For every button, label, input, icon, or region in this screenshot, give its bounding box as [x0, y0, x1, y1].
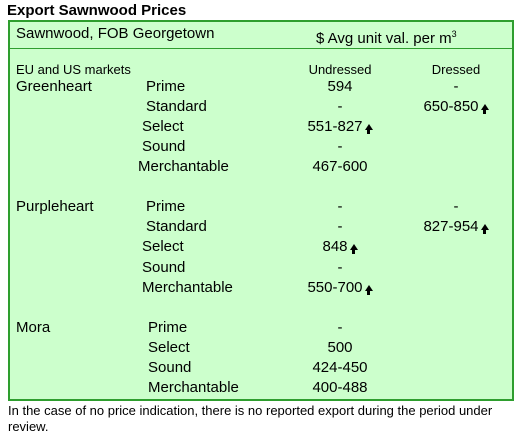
grade-label-text: Select	[142, 118, 184, 135]
undressed-value: 424-450	[290, 358, 390, 378]
undressed-value: 551-827	[290, 117, 390, 137]
undressed-value: -	[290, 258, 390, 278]
undressed-value: -	[290, 318, 390, 338]
grade-label-text: Sound	[148, 359, 192, 376]
grade-label: Select	[142, 117, 184, 137]
dressed-value: -	[406, 77, 506, 97]
undressed-value: -	[290, 197, 390, 217]
undressed-value: 848	[290, 237, 390, 257]
grade-label: Merchantable	[148, 378, 239, 398]
column-header-undressed: Undressed	[308, 62, 372, 77]
undressed-value-text: 594	[327, 78, 353, 95]
undressed-value-text: 848	[322, 238, 348, 255]
grade-label: Merchantable	[138, 157, 229, 177]
grade-label-text: Merchantable	[138, 158, 229, 175]
grade-label-text: Prime	[146, 198, 186, 215]
price-table: Sawnwood, FOB Georgetown $ Avg unit val.…	[8, 20, 514, 401]
undressed-value-text: -	[337, 98, 343, 115]
header-superscript: 3	[451, 29, 457, 39]
undressed-value: 550-700	[290, 278, 390, 298]
species-label-text: Mora	[16, 319, 51, 336]
undressed-value-text: 550-700	[307, 279, 363, 296]
species-label-text: Purpleheart	[16, 198, 94, 215]
undressed-value: 594	[290, 77, 390, 97]
grade-label: Prime	[148, 318, 187, 338]
species-label: Greenheart	[16, 77, 92, 97]
footnote: In the case of no price indication, ther…	[8, 403, 493, 434]
up-arrow-icon	[349, 244, 358, 254]
undressed-value: 467-600	[290, 157, 390, 177]
grade-label: Select	[148, 338, 190, 358]
grade-label-text: Prime	[146, 78, 186, 95]
dressed-value-text: 827-954	[423, 218, 479, 235]
grade-label: Prime	[146, 77, 185, 97]
undressed-value-text: -	[337, 198, 343, 215]
undressed-value: 400-488	[290, 378, 390, 398]
grade-label-text: Merchantable	[142, 279, 233, 296]
dressed-value-text: 650-850	[423, 98, 479, 115]
grade-label: Standard	[146, 97, 207, 117]
grade-label: Sound	[142, 137, 185, 157]
market-label: EU and US markets	[16, 62, 131, 77]
undressed-value-text: 500	[327, 339, 353, 356]
header-right: $ Avg unit val. per m3	[316, 25, 457, 48]
header-divider	[10, 48, 512, 49]
up-arrow-icon	[364, 124, 373, 134]
grade-label-text: Sound	[142, 138, 186, 155]
undressed-value-text: 400-488	[312, 379, 368, 396]
species-label-text: Greenheart	[16, 78, 92, 95]
header-right-text: $ Avg unit val. per m	[316, 30, 452, 47]
dressed-value: -	[406, 197, 506, 217]
grade-label-text: Standard	[146, 218, 207, 235]
grade-label: Select	[142, 237, 184, 257]
grade-label-text: Select	[148, 339, 190, 356]
grade-label: Sound	[148, 358, 191, 378]
undressed-value-text: 467-600	[312, 158, 368, 175]
header-left: Sawnwood, FOB Georgetown	[16, 25, 215, 42]
undressed-value-text: 424-450	[312, 359, 368, 376]
undressed-value-text: -	[337, 259, 343, 276]
grade-label-text: Select	[142, 238, 184, 255]
grade-label-text: Prime	[148, 319, 188, 336]
up-arrow-icon	[480, 224, 489, 234]
column-header-dressed: Dressed	[431, 62, 481, 77]
grade-label-text: Sound	[142, 259, 186, 276]
species-label: Mora	[16, 318, 50, 338]
up-arrow-icon	[364, 285, 373, 295]
species-label: Purpleheart	[16, 197, 94, 217]
undressed-value: 500	[290, 338, 390, 358]
undressed-value-text: -	[337, 218, 343, 235]
up-arrow-icon	[480, 104, 489, 114]
undressed-value-text: 551-827	[307, 118, 363, 135]
grade-label: Merchantable	[142, 278, 233, 298]
dressed-value: 827-954	[406, 217, 506, 237]
undressed-value: -	[290, 97, 390, 117]
dressed-value: 650-850	[406, 97, 506, 117]
undressed-value: -	[290, 137, 390, 157]
undressed-value-text: -	[337, 319, 343, 336]
grade-label-text: Merchantable	[148, 379, 239, 396]
grade-label: Prime	[146, 197, 185, 217]
dressed-value-text: -	[453, 78, 459, 95]
undressed-value-text: -	[337, 138, 343, 155]
grade-label: Sound	[142, 258, 185, 278]
undressed-value: -	[290, 217, 390, 237]
grade-label: Standard	[146, 217, 207, 237]
page-title: Export Sawnwood Prices	[7, 2, 187, 19]
grade-label-text: Standard	[146, 98, 207, 115]
dressed-value-text: -	[453, 198, 459, 215]
